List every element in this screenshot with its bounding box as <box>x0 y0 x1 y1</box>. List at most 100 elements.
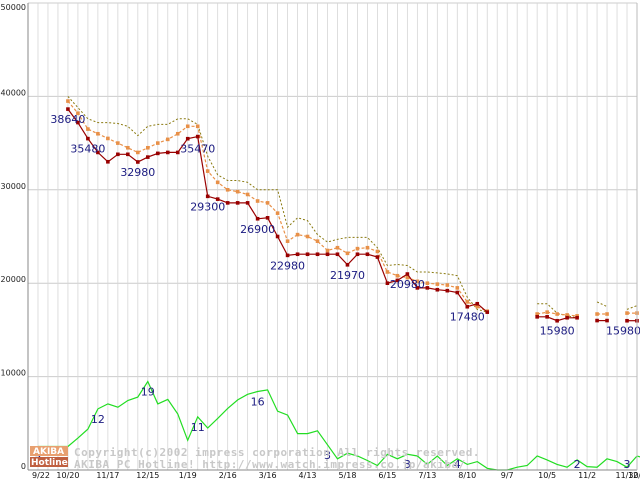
min-price-point <box>365 252 370 257</box>
avg-price-point <box>335 245 340 250</box>
min-price-point <box>265 216 270 220</box>
axes: 0 10000 20000 30000 40000 50000 9/22 10/20 11/17… <box>1 3 640 480</box>
min-price-point <box>255 216 260 221</box>
min-price-point <box>165 150 170 155</box>
avg-price-point <box>475 304 480 309</box>
min-price-point <box>355 252 360 257</box>
avg-price-point <box>215 180 220 185</box>
min-price-point <box>605 318 609 323</box>
max-price-line <box>596 301 608 308</box>
min-price-point <box>445 288 450 293</box>
x-tick-label: 11/30 <box>615 471 638 480</box>
x-tick-label: 12/7 <box>628 471 640 480</box>
count-label: 11 <box>191 421 205 434</box>
avg-price-point <box>595 312 599 316</box>
min-price-point <box>66 107 70 111</box>
min-price-point <box>195 134 200 139</box>
min-price-point <box>215 197 220 201</box>
price-label: 35480 <box>70 143 105 156</box>
akiba-logo: AKIBA Hotline! <box>30 446 72 468</box>
max-price-line <box>67 96 488 313</box>
avg-price-point <box>375 249 380 254</box>
price-label: 29300 <box>190 200 225 213</box>
min-price-point <box>155 151 160 156</box>
min-price-point <box>106 159 110 164</box>
watermark-site: AKIBA PC Hotline! http://www.watch.impre… <box>74 458 466 471</box>
x-tick-label: 11/17 <box>96 471 119 480</box>
min-price-point <box>126 152 130 157</box>
avg-price-point <box>315 239 320 243</box>
x-tick-label: 11/2 <box>578 471 596 480</box>
avg-price-point <box>535 312 539 316</box>
price-label: 15980 <box>606 325 640 338</box>
shop-count-line <box>38 380 640 471</box>
max-price-line <box>626 305 638 310</box>
grid <box>27 2 638 471</box>
min-price-point <box>465 304 470 309</box>
min-price-point <box>96 150 100 155</box>
count-label: 19 <box>141 385 155 398</box>
price-label: 17480 <box>450 311 485 324</box>
min-price-point <box>385 281 390 285</box>
avg-price-point <box>116 141 120 145</box>
min-price-point <box>565 315 569 320</box>
count-label: 12 <box>91 413 105 426</box>
price-label: 21970 <box>330 269 365 282</box>
min-price-point <box>175 150 180 155</box>
price-label: 20980 <box>390 278 425 291</box>
y-tick-label: 50000 <box>1 3 26 12</box>
avg-price-point <box>415 279 420 284</box>
min-price-point <box>86 136 90 141</box>
avg-price-point <box>435 282 440 286</box>
min-price-point <box>315 252 320 257</box>
min-price-point <box>575 315 579 320</box>
watermark-copyright: Copyright(c)2002 impress corporation All… <box>74 446 480 459</box>
avg-price-point <box>155 141 160 145</box>
min-price-point <box>116 152 120 157</box>
min-price-point <box>455 290 460 295</box>
y-tick-label: 10000 <box>1 369 26 378</box>
avg-price-point <box>225 188 230 192</box>
max-price-line <box>537 303 578 319</box>
min-price-series <box>66 107 639 323</box>
min-price-point <box>76 120 80 125</box>
avg-price-point <box>165 137 170 142</box>
avg-price-point <box>465 300 470 304</box>
avg-price-point <box>305 234 310 239</box>
min-price-point <box>136 160 140 164</box>
avg-price-point <box>146 145 150 150</box>
avg-price-point <box>355 246 360 251</box>
avg-price-point <box>575 314 579 318</box>
min-price-point <box>205 194 210 199</box>
shop-count-series <box>38 380 640 471</box>
min-price-point <box>545 315 549 319</box>
avg-price-point <box>605 312 609 316</box>
min-price-point <box>625 318 629 323</box>
count-label: 4 <box>454 458 461 471</box>
avg-price-point <box>395 273 400 278</box>
x-tick-label: 10/5 <box>538 471 556 480</box>
min-price-point <box>425 286 430 290</box>
avg-price-point <box>195 124 200 129</box>
x-tick-label: 12/15 <box>136 471 159 480</box>
min-price-point <box>395 278 400 283</box>
count-label: 5 <box>34 450 41 463</box>
avg-price-point <box>265 201 270 205</box>
min-price-point <box>345 263 350 267</box>
y-tick-label: 20000 <box>1 275 26 284</box>
price-annotations: 38640 35480 32980 35470 29300 26900 22980 21970… <box>50 113 640 338</box>
min-price-point <box>435 287 440 292</box>
avg-price-point <box>455 286 460 290</box>
min-price-point <box>225 201 230 205</box>
x-tick-label: 4/13 <box>299 471 317 480</box>
count-label: 2 <box>574 458 581 471</box>
min-price-point <box>485 310 490 314</box>
avg-price-point <box>275 211 280 215</box>
x-tick-label: 6/15 <box>378 471 396 480</box>
min-price-point <box>555 318 559 323</box>
avg-price-point <box>325 248 330 253</box>
avg-price-point <box>425 281 430 285</box>
min-price-point <box>305 252 310 257</box>
